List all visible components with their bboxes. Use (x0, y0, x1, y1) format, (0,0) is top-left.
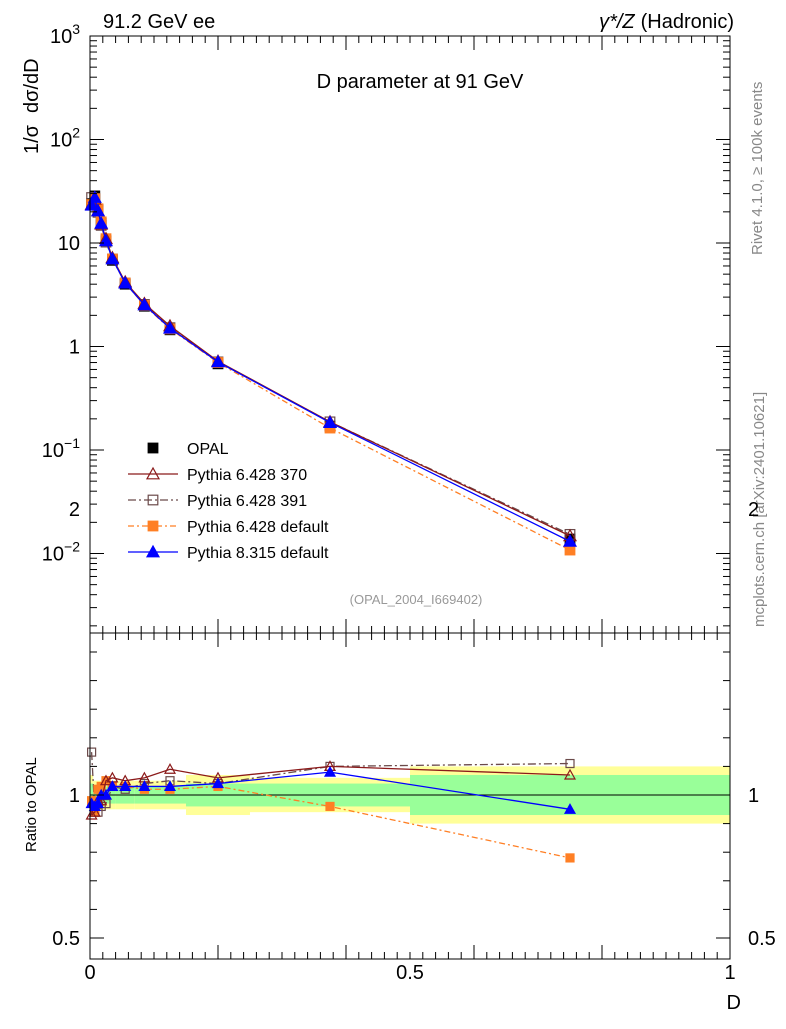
ratio-tick-labels: 0.5 0.51 12 20 0.5 1 (52, 499, 776, 984)
main-title: D parameter at 91 GeV (317, 71, 524, 93)
legend-label-py370: Pythia 6.428 370 (187, 467, 307, 484)
legend-entry-py391: Pythia 6.428 391 (128, 493, 307, 510)
legend-entry-pydef: Pythia 6.428 default (128, 519, 329, 536)
main-point-py8 (105, 251, 120, 265)
x-axis-label: D (727, 992, 741, 1014)
legend-label-py391: Pythia 6.428 391 (187, 493, 307, 510)
legend-marker-opal (147, 442, 159, 454)
main-line-py391 (91, 196, 571, 535)
legend-marker-pydef (147, 520, 159, 532)
legend-marker-py370 (145, 466, 161, 480)
ratio-point-py391 (565, 758, 575, 769)
ratio-point-py8 (323, 765, 337, 777)
ratio-ticks (89, 633, 731, 959)
ratio-xtick-label: 0.5 (396, 962, 424, 984)
main-ylabel-prefix: 1/σ (21, 124, 43, 154)
main-point-py8 (322, 415, 338, 428)
ratio-point-py8 (163, 780, 177, 792)
ratio-point-py391 (86, 747, 97, 757)
ratio-panel: 0.5 0.51 12 20 0.5 1 Ratio to OPAL D (23, 499, 776, 1014)
analysis-watermark: (OPAL_2004_I669402) (350, 592, 483, 607)
ratio-point-py370 (85, 808, 98, 820)
main-point-py8 (118, 275, 133, 289)
header-left: 91.2 GeV ee (103, 11, 215, 33)
ratio-point-py8 (106, 780, 119, 792)
main-line-py370 (91, 197, 571, 537)
ratio-point-py370 (163, 763, 177, 774)
main-ytick-label: 10 (58, 233, 80, 255)
main-ytick-label: 10−2 (42, 539, 80, 566)
legend-label-pydef: Pythia 6.428 default (187, 519, 329, 536)
mcplots-label: mcplots.cern.ch [arXiv:2401.10621] (751, 392, 768, 627)
ratio-point-py8 (91, 797, 105, 809)
main-point-py8 (84, 197, 99, 211)
ratio-ytick-label-right: 0.5 (748, 928, 776, 950)
ratio-xtick-label: 0 (84, 962, 95, 984)
ratio-ytick-label: 1 (69, 785, 80, 807)
main-ytick-label: 102 (50, 125, 80, 152)
ratio-ytick-label: 2 (69, 499, 80, 521)
legend-label-py8: Pythia 8.315 default (187, 545, 329, 562)
ratio-point-pydef (325, 801, 335, 812)
main-ytick-label: 103 (50, 21, 80, 48)
main-ytick-label: 1 (69, 337, 80, 359)
main-line-py8 (91, 195, 571, 542)
legend-marker-py391 (147, 494, 159, 506)
main-ticks (89, 35, 731, 633)
main-ylabel-body: dσ/dD (21, 58, 43, 113)
main-point-py8 (87, 190, 102, 203)
ratio-point-py370 (563, 768, 577, 780)
header-right: γ*/Z (Hadronic) (599, 11, 734, 33)
ratio-ylabel: Ratio to OPAL (23, 757, 40, 852)
ratio-ytick-label-right: 1 (748, 785, 759, 807)
legend-entry-py370: Pythia 6.428 370 (128, 466, 307, 484)
main-series-layer (84, 190, 578, 556)
ratio-point-py8 (138, 780, 151, 792)
main-point-py8 (562, 534, 578, 547)
ratio-point-py8 (119, 780, 132, 792)
main-line-pydef (91, 197, 571, 551)
main-ytick-label: 10−1 (42, 435, 80, 462)
ratio-ytick-label-right: 2 (748, 499, 759, 521)
header-right-text: (Hadronic) (641, 11, 734, 33)
legend-marker-py8 (145, 544, 161, 558)
ratio-point-py8 (563, 803, 577, 814)
main-frame (89, 35, 731, 634)
rivet-label: Rivet 4.1.0, ≥ 100k events (749, 82, 766, 255)
ratio-point-py8 (211, 777, 225, 789)
ratio-xtick-label: 1 (724, 962, 735, 984)
main-point-py8 (137, 297, 152, 311)
legend-label-opal: OPAL (187, 441, 229, 458)
header-right-symbol: γ*/Z (599, 11, 635, 33)
legend: OPAL Pythia 6.428 370 Pythia 6.428 391 Pyth… (128, 441, 329, 562)
main-ylabel: 1/σ dσ/dD (21, 58, 43, 154)
ratio-ytick-label: 0.5 (52, 928, 80, 950)
main-point-py8 (90, 203, 106, 217)
ratio-point-pydef (565, 853, 575, 863)
main-point-py8 (94, 216, 109, 229)
legend-entry-py8: Pythia 8.315 default (128, 544, 329, 562)
legend-entry-opal: OPAL (147, 441, 229, 458)
main-point-py8 (162, 321, 178, 334)
ratio-point-py370 (88, 805, 101, 817)
ratio-line-py391 (90, 752, 571, 813)
main-point-py8 (210, 354, 226, 368)
